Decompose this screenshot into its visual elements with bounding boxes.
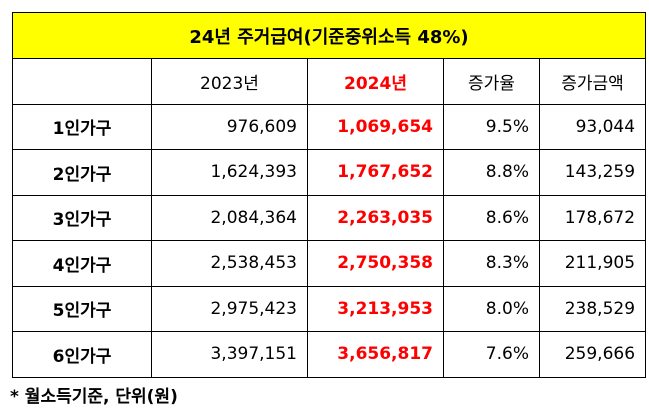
header-rate: 증가율 (443, 58, 540, 105)
header-row: 2023년 2024년 증가율 증가금액 (12, 58, 647, 105)
table-row: 4인가구 2,538,453 2,750,358 8.3% 211,905 (12, 240, 647, 287)
value-2023: 2,084,364 (151, 194, 308, 241)
value-increase: 211,905 (538, 240, 647, 287)
table-title: 24년 주거급여(기준중위소득 48%) (11, 12, 647, 59)
header-2024: 2024년 (307, 58, 444, 105)
header-2023: 2023년 (151, 58, 308, 105)
table-row: 3인가구 2,084,364 2,263,035 8.6% 178,672 (12, 194, 647, 241)
value-rate: 8.6% (443, 194, 540, 241)
table-row: 5인가구 2,975,423 3,213,953 8.0% 238,529 (12, 285, 647, 332)
table-row: 1인가구 976,609 1,069,654 9.5% 93,044 (12, 103, 647, 150)
row-label: 5인가구 (12, 285, 152, 332)
title-row: 24년 주거급여(기준중위소득 48%) (11, 12, 647, 59)
value-rate: 8.8% (443, 149, 540, 196)
table-row: 6인가구 3,397,151 3,656,817 7.6% 259,666 (12, 331, 647, 378)
value-increase: 259,666 (538, 331, 647, 378)
value-increase: 93,044 (538, 103, 647, 150)
row-label: 2인가구 (12, 149, 152, 196)
row-label: 6인가구 (12, 331, 152, 378)
value-2024: 2,263,035 (307, 194, 444, 241)
header-increase: 증가금액 (538, 58, 647, 105)
value-rate: 8.3% (443, 240, 540, 287)
value-2023: 2,975,423 (151, 285, 308, 332)
value-increase: 178,672 (538, 194, 647, 241)
value-2024: 3,656,817 (307, 331, 444, 378)
value-rate: 9.5% (443, 103, 540, 150)
value-rate: 7.6% (443, 331, 540, 378)
value-2023: 2,538,453 (151, 240, 308, 287)
value-2023: 976,609 (151, 103, 308, 150)
value-rate: 8.0% (443, 285, 540, 332)
value-2024: 2,750,358 (307, 240, 444, 287)
header-empty (12, 58, 152, 105)
value-increase: 238,529 (538, 285, 647, 332)
value-increase: 143,259 (538, 149, 647, 196)
value-2024: 3,213,953 (307, 285, 444, 332)
row-label: 4인가구 (12, 240, 152, 287)
value-2024: 1,767,652 (307, 149, 444, 196)
value-2023: 3,397,151 (151, 331, 308, 378)
row-label: 3인가구 (12, 194, 152, 241)
table-row: 2인가구 1,624,393 1,767,652 8.8% 143,259 (12, 149, 647, 196)
housing-benefit-table: 24년 주거급여(기준중위소득 48%) 2023년 2024년 증가율 증가금… (11, 12, 647, 378)
value-2023: 1,624,393 (151, 149, 308, 196)
row-label: 1인가구 (12, 103, 152, 150)
value-2024: 1,069,654 (307, 103, 444, 150)
footnote: * 월소득기준, 단위(원) (10, 387, 178, 407)
